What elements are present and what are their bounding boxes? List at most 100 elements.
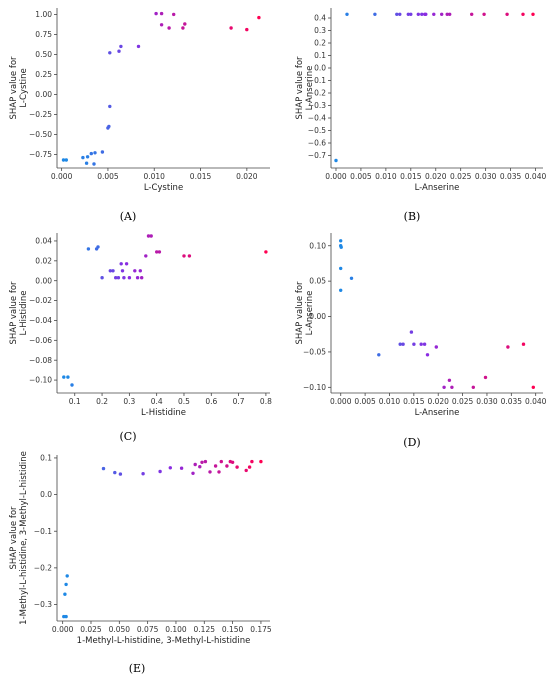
data-point (111, 269, 115, 273)
x-axis-label: 1-Methyl-L-histidine, 3-Methyl-L-histidi… (77, 636, 251, 646)
y-tick-label: −0.06 (29, 336, 52, 345)
x-tick-label: 0.7 (233, 397, 245, 406)
x-tick-label: 0.015 (403, 397, 425, 406)
y-tick-label: −0.1 (308, 76, 326, 85)
x-tick-label: 0.175 (250, 625, 272, 634)
y-tick-label: 0.02 (35, 256, 52, 265)
data-point (85, 155, 90, 159)
data-point (101, 466, 106, 471)
data-point (409, 330, 414, 334)
data-point (483, 375, 488, 380)
data-point (505, 12, 509, 16)
x-tick-label: 0.050 (109, 625, 131, 634)
data-point (168, 466, 172, 470)
data-point (470, 12, 474, 16)
y-tick-label: −0.04 (29, 316, 52, 325)
y-tick-label: 0.1 (40, 454, 52, 463)
data-point (259, 459, 263, 464)
data-point (434, 345, 438, 349)
data-point (235, 465, 239, 469)
x-tick-label: 0.025 (450, 172, 472, 181)
data-point (118, 472, 123, 476)
data-point (140, 276, 144, 280)
data-point (208, 470, 212, 474)
data-point (86, 247, 91, 251)
data-point (401, 342, 405, 346)
data-point (172, 12, 176, 17)
y-tick-label: −0.5 (308, 126, 326, 135)
y-tick-label: −0.10 (303, 383, 326, 392)
x-tick-label: 0.5 (178, 397, 190, 406)
data-point (127, 276, 132, 280)
shap-panel-3: 0.1 0.2 0.3 0.4 0.5 0.6 0.7 0.8 −0.10 −0.08 −0.06 −… (9, 233, 272, 443)
data-point (146, 234, 151, 238)
data-point (213, 464, 218, 468)
data-point (154, 11, 158, 16)
x-tick-label: 0.125 (194, 625, 216, 634)
shap-panel-2: 0.000 0.005 0.010 0.015 0.020 0.025 0.030 0.035… (295, 8, 546, 223)
data-point (247, 465, 252, 469)
data-point (521, 12, 525, 16)
y-tick-label: 0.05 (309, 277, 326, 286)
data-point (70, 383, 74, 387)
data-point (119, 44, 123, 49)
x-tick-label: 0.020 (236, 172, 258, 181)
data-point (448, 12, 452, 16)
data-point (230, 460, 235, 464)
y-tick-label: 0.10 (309, 241, 326, 250)
y-axis-label: SHAP value forL-Anserine (295, 281, 315, 345)
y-tick-label: 0.00 (35, 276, 52, 285)
data-point (64, 614, 68, 619)
data-point (157, 250, 162, 254)
data-point (64, 158, 69, 162)
y-tick-label: −0.6 (308, 139, 326, 148)
data-point (219, 459, 223, 464)
y-tick-label: −0.02 (29, 296, 52, 305)
data-point (420, 12, 424, 16)
x-tick-label: 0.000 (52, 625, 74, 634)
x-tick-label: 0.035 (501, 397, 523, 406)
data-point (159, 11, 164, 16)
data-point (63, 592, 67, 596)
data-point (155, 250, 159, 254)
x-tick-label: 0.6 (205, 397, 217, 406)
x-tick-label: 0.010 (379, 397, 401, 406)
x-tick-label: 0.040 (525, 172, 547, 181)
y-axis-label: SHAP value forL-Anserine (295, 56, 315, 120)
data-point (198, 465, 202, 469)
y-tick-label: 0.25 (35, 70, 52, 79)
y-tick-label: −0.2 (308, 89, 326, 98)
data-point (442, 385, 446, 389)
data-point (229, 26, 233, 30)
data-point (193, 462, 197, 467)
data-point (138, 269, 142, 273)
data-point (349, 276, 354, 280)
y-tick-label: 0.75 (35, 30, 52, 39)
data-point (425, 353, 430, 357)
x-tick-label: 0.4 (151, 397, 163, 406)
y-tick-label: 1.00 (35, 10, 52, 19)
data-point (191, 471, 195, 475)
data-point (225, 464, 229, 468)
data-point (398, 12, 402, 16)
data-point (182, 254, 186, 258)
data-point (264, 250, 268, 254)
data-point (135, 276, 140, 280)
panel-label: (A) (120, 210, 137, 223)
x-tick-label: 0.030 (476, 397, 498, 406)
data-point (96, 245, 100, 249)
data-point (116, 276, 121, 280)
data-point (122, 276, 126, 280)
y-tick-label: −0.1 (34, 527, 52, 536)
data-point (419, 342, 423, 346)
data-point (66, 375, 70, 379)
y-tick-label: −0.3 (34, 600, 52, 609)
y-tick-label: −0.08 (29, 356, 52, 365)
data-point (62, 375, 66, 379)
data-point (432, 12, 436, 16)
data-point (471, 385, 475, 389)
data-point (482, 12, 486, 16)
shap-panel-4: 0.000 0.005 0.010 0.015 0.020 0.025 0.030 0.035… (295, 233, 547, 449)
y-tick-label: −0.25 (29, 110, 52, 119)
